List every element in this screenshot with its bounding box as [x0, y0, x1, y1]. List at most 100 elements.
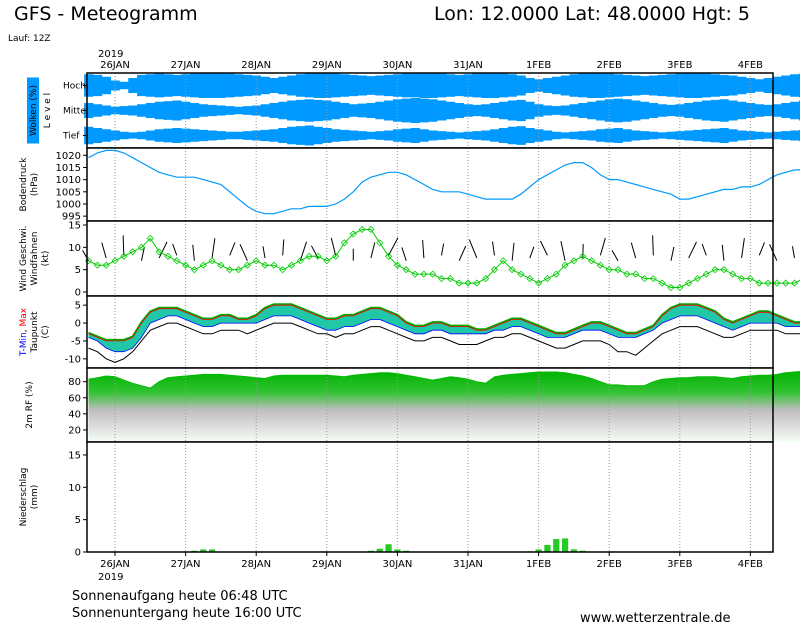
wind-speed-point	[385, 252, 393, 260]
cloud-cell-mittel	[454, 103, 464, 118]
cloud-cell-tief	[410, 128, 420, 143]
cloud-cell-mittel	[604, 99, 615, 122]
cloud-cell-mittel	[543, 105, 553, 116]
bottom-day-label-26JAN: 26JAN	[100, 559, 130, 570]
top-day-label-30JAN: 30JAN	[382, 60, 412, 71]
cloud-cell-tief	[198, 129, 209, 142]
cloud-cell-mittel	[516, 99, 526, 122]
cloud-cell-tief	[322, 128, 332, 143]
wind-barb	[422, 240, 425, 259]
cloud-cell-mittel	[304, 99, 314, 122]
wind-barb	[599, 237, 606, 256]
cloud-cell-tief	[128, 132, 138, 139]
wind-speed-point	[720, 266, 728, 274]
cloud-cell-tief	[366, 131, 376, 140]
cloud-cell-mittel	[198, 104, 209, 117]
cloud-cell-hoch	[719, 74, 729, 97]
cloud-cell-mittel	[190, 103, 200, 118]
wind-barb	[172, 243, 178, 256]
cloud-cell-hoch	[640, 76, 650, 95]
cloud-cell-hoch	[445, 74, 456, 97]
cloud-cell-mittel	[295, 99, 306, 122]
cloud-cell-hoch	[613, 74, 623, 97]
wind-speed-point	[632, 270, 640, 278]
wind-speed-point	[367, 225, 375, 234]
cloud-cell-hoch	[454, 74, 464, 97]
wind-speed-point	[623, 270, 631, 278]
cloud-cell-hoch	[375, 75, 385, 96]
cloud-cell-hoch	[490, 73, 500, 98]
cloud-cell-tief	[154, 129, 164, 142]
cloud-cell-mittel	[693, 101, 703, 120]
bottom-day-label-27JAN: 27JAN	[171, 559, 201, 570]
dewpoint-line	[88, 322, 800, 363]
cloud-cell-tief	[357, 131, 367, 140]
precip-bar	[200, 549, 207, 552]
cloud-cell-tief	[595, 129, 606, 142]
humidity-ylabel-0: 2m RF (%)	[25, 381, 35, 428]
cloud-cell-hoch	[401, 73, 412, 98]
wind-speed-point	[296, 257, 304, 265]
cloud-cell-mittel	[357, 103, 367, 118]
wind-speed-point	[508, 266, 516, 274]
cloud-cell-mittel	[331, 101, 341, 120]
cloud-cell-tief	[745, 131, 756, 140]
wind-panel: 0 5 10 15 Wind Geschwi. Windfahnen (kt)	[19, 220, 800, 299]
wind-speed-point	[746, 275, 754, 283]
cloud-cell-mittel	[798, 100, 800, 121]
cloud-cell-hoch	[313, 73, 323, 98]
cloud-cell-hoch	[587, 73, 597, 98]
cloud-cell-hoch	[101, 76, 111, 95]
y-tick-label: 0	[75, 288, 81, 299]
cloud-cell-hoch	[410, 73, 420, 98]
cloud-cell-hoch	[578, 73, 588, 98]
pressure-line	[88, 149, 800, 215]
cloud-cell-mittel	[145, 103, 156, 118]
cloud-cell-tief	[675, 131, 685, 140]
cloud-cell-hoch	[145, 74, 156, 97]
wind-barb	[299, 241, 307, 261]
cloud-cell-mittel	[728, 100, 738, 121]
y-tick-label: 60	[68, 393, 81, 404]
y-tick-label: 5	[75, 265, 81, 276]
y-tick-label: 995	[62, 212, 81, 223]
y-tick-label: 10	[68, 483, 81, 494]
bottom-day-label-1FEB: 1FEB	[526, 559, 551, 570]
cloud-cell-tief	[401, 128, 412, 143]
wind-barb	[401, 247, 407, 261]
bottom-day-labels: 26JAN 27JAN 28JAN 29JAN 30JAN 31JAN 1FEB 2FEB 3F…	[100, 559, 763, 570]
cloud-cell-hoch	[595, 73, 606, 98]
cloud-cell-mittel	[366, 103, 376, 118]
chart-title: GFS - Meteogramm	[14, 3, 198, 25]
source-text: www.wetterzentrale.de	[580, 611, 730, 625]
wind-speed-point	[658, 279, 666, 287]
wind-speed-point	[790, 279, 799, 287]
y-tick-label: 15	[68, 450, 81, 461]
wind-speed-point	[332, 252, 340, 260]
cloud-cell-mittel	[401, 98, 412, 123]
cloud-cell-mittel	[428, 99, 438, 122]
wind-speed-point	[446, 275, 454, 283]
cloud-cell-tief	[384, 130, 394, 141]
cloud-cell-tief	[781, 131, 791, 140]
wind-speed-point	[270, 261, 278, 269]
tmax-upper-green	[88, 303, 800, 341]
cloud-cell-mittel	[92, 104, 103, 117]
wind-speed-point	[261, 261, 269, 269]
cloud-cell-hoch	[234, 74, 244, 97]
wind-speed-point	[305, 252, 313, 260]
cloud-cell-mittel	[640, 101, 650, 120]
cloud-cell-hoch	[269, 78, 279, 93]
cloud-cell-mittel	[551, 106, 562, 115]
cloud-cell-mittel	[595, 100, 606, 121]
precip-bar	[553, 539, 560, 552]
cloud-cell-mittel	[163, 101, 173, 120]
wind-barb	[688, 241, 697, 259]
cloud-cell-tief	[710, 128, 720, 143]
cloud-cell-tief	[207, 130, 217, 141]
cloud-cell-tief	[790, 130, 800, 141]
cloud-cell-mittel	[419, 98, 429, 123]
wind-speed-point	[517, 270, 525, 278]
cloud-cell-mittel	[234, 106, 244, 115]
